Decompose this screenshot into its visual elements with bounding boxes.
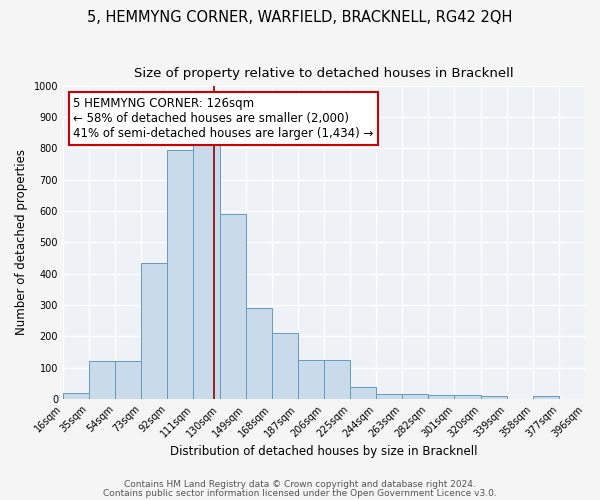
Bar <box>298 360 324 399</box>
Text: Contains public sector information licensed under the Open Government Licence v3: Contains public sector information licen… <box>103 490 497 498</box>
X-axis label: Distribution of detached houses by size in Bracknell: Distribution of detached houses by size … <box>170 444 478 458</box>
Text: 5, HEMMYNG CORNER, WARFIELD, BRACKNELL, RG42 2QH: 5, HEMMYNG CORNER, WARFIELD, BRACKNELL, … <box>88 10 512 25</box>
Bar <box>245 308 272 399</box>
Bar <box>428 396 454 399</box>
Bar <box>350 386 376 399</box>
Bar <box>63 394 89 399</box>
Bar <box>481 396 506 399</box>
Bar <box>402 394 428 399</box>
Text: 5 HEMMYNG CORNER: 126sqm
← 58% of detached houses are smaller (2,000)
41% of sem: 5 HEMMYNG CORNER: 126sqm ← 58% of detach… <box>73 97 374 140</box>
Y-axis label: Number of detached properties: Number of detached properties <box>15 150 28 336</box>
Bar <box>167 150 193 399</box>
Bar <box>324 360 350 399</box>
Bar <box>193 146 220 399</box>
Text: Contains HM Land Registry data © Crown copyright and database right 2024.: Contains HM Land Registry data © Crown c… <box>124 480 476 489</box>
Bar <box>454 396 481 399</box>
Bar <box>220 214 245 399</box>
Bar <box>376 394 402 399</box>
Bar <box>533 396 559 399</box>
Bar <box>272 334 298 399</box>
Bar <box>141 263 167 399</box>
Bar <box>89 362 115 399</box>
Title: Size of property relative to detached houses in Bracknell: Size of property relative to detached ho… <box>134 68 514 80</box>
Bar <box>115 362 141 399</box>
